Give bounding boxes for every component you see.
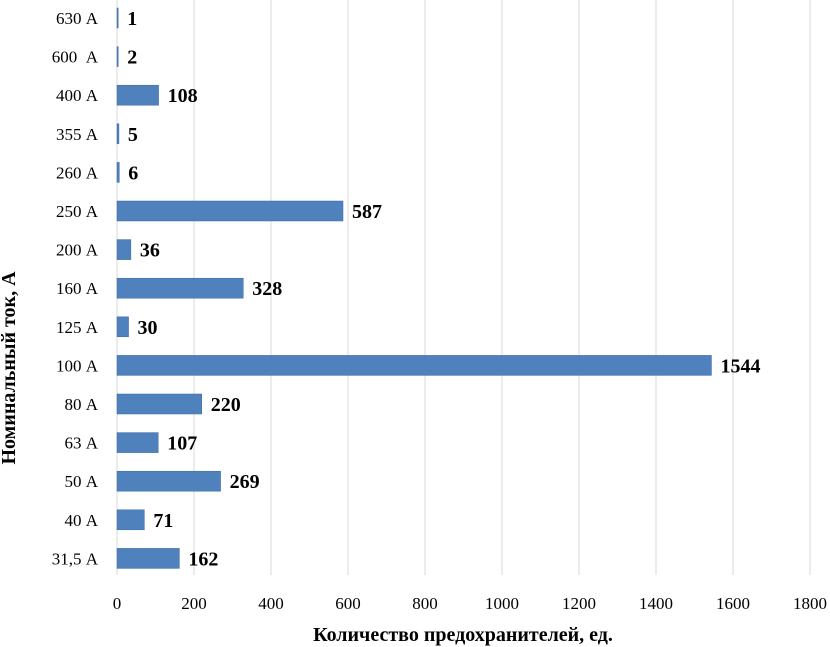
value-labels: 1 2 108 5 6 587 36 328 30 1544 220 107 269 71 162 <box>127 8 760 570</box>
bar <box>116 123 120 145</box>
data-label: 30 <box>138 317 158 339</box>
bar <box>116 200 344 222</box>
category-label: 40 А <box>64 511 98 530</box>
bar <box>116 46 119 67</box>
bar <box>116 432 159 453</box>
x-tick-label: 1000 <box>485 594 519 613</box>
data-label: 108 <box>168 85 198 107</box>
x-tick-label: 1800 <box>793 594 827 613</box>
bar <box>116 393 202 415</box>
x-tick-label: 600 <box>335 594 361 613</box>
data-label: 587 <box>352 201 382 223</box>
category-label: 200 А <box>56 241 99 260</box>
category-label: 355 А <box>56 125 99 144</box>
category-label: 250 А <box>56 202 99 221</box>
x-tick-label: 200 <box>181 594 207 613</box>
data-label: 162 <box>188 548 218 570</box>
x-tick-label: 1400 <box>639 594 673 613</box>
x-tick-label: 800 <box>412 594 438 613</box>
bar <box>116 162 120 183</box>
category-label: 400 А <box>56 86 99 105</box>
bar <box>116 7 119 29</box>
x-tick-label: 400 <box>258 594 284 613</box>
category-label: 100 А <box>56 356 99 375</box>
category-label: 160 А <box>56 279 99 298</box>
bar <box>116 355 712 376</box>
y-axis-title: Номинальный ток, А <box>0 271 20 465</box>
data-label: 36 <box>140 240 160 262</box>
gridlines <box>116 0 811 575</box>
data-label: 2 <box>127 47 137 69</box>
x-tick-label: 1200 <box>562 594 596 613</box>
data-label: 328 <box>252 278 282 300</box>
category-label: 50 А <box>64 472 98 491</box>
x-tick-label: 0 <box>113 594 122 613</box>
bar <box>116 84 159 106</box>
bar <box>116 548 180 569</box>
x-tick-label: 1600 <box>716 594 750 613</box>
category-label: 125 А <box>56 318 99 337</box>
x-tick-labels: 0 200 400 600 800 1000 1200 1400 1600 1800 <box>113 594 827 613</box>
bar <box>116 470 221 492</box>
data-label: 1 <box>127 8 137 30</box>
category-labels: 630 А 600 А 400 А 355 А 260 А 250 А 200 А 160 А… <box>52 9 99 568</box>
category-label: 600 А <box>52 48 99 67</box>
bar <box>116 239 132 260</box>
bars <box>116 7 712 569</box>
bar <box>116 316 129 338</box>
category-label: 63 А <box>64 434 98 453</box>
category-label: 31,5 А <box>52 549 99 568</box>
bar <box>116 277 244 299</box>
category-label: 630 А <box>56 9 99 28</box>
category-label: 80 А <box>64 395 98 414</box>
data-label: 71 <box>153 510 173 532</box>
data-label: 107 <box>167 433 197 455</box>
bar <box>116 509 145 531</box>
data-label: 1544 <box>720 355 760 377</box>
category-label: 260 А <box>56 163 99 182</box>
data-label: 220 <box>211 394 241 416</box>
data-label: 269 <box>230 471 260 493</box>
x-axis-title: Количество предохранителей, ед. <box>313 624 613 646</box>
data-label: 5 <box>128 124 138 146</box>
data-label: 6 <box>128 162 138 184</box>
